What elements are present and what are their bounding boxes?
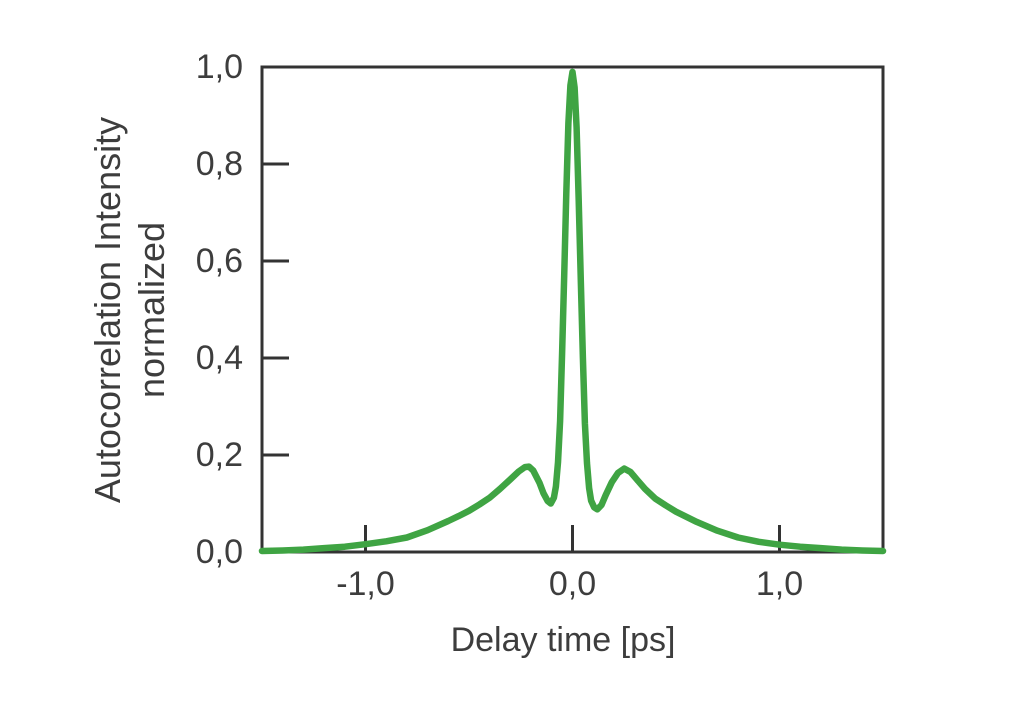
y-tick-label: 1,0 [195,48,243,86]
x-tick-label: -1,0 [336,565,395,603]
plot-frame [260,65,885,554]
autocorrelation-curve [258,68,887,555]
y-axis-title-line1: Autocorrelation Intensity [87,116,128,504]
y-tick-label: 0,6 [195,242,243,280]
x-tick-label: 1,0 [755,565,804,603]
y-tick-label: 0,4 [195,339,243,377]
y-tick-label: 0,2 [195,436,243,474]
y-tick-label: 0,8 [195,145,243,183]
y-tick-label: 0,0 [195,533,243,571]
x-tick-label: 0,0 [548,565,597,603]
x-axis-title: Delay time [ps] [450,621,676,659]
